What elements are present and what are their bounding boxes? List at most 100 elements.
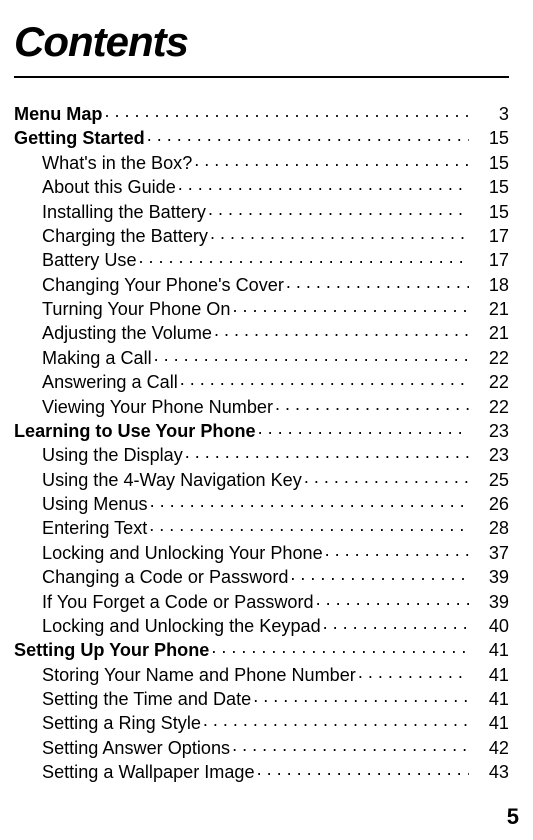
toc-sub-row: Installing the Battery 15 [14,200,509,221]
toc-leader-dots [304,468,469,486]
toc-page-number: 43 [475,763,509,781]
toc-leader-dots [194,151,469,169]
toc-section-row: Menu Map3 [14,102,509,123]
toc-label: Setting Answer Options [42,739,230,757]
toc-label: Getting Started [14,129,145,147]
page: Contents Menu Map3Getting Started15What'… [0,0,533,781]
toc-page-number: 15 [475,178,509,196]
toc-sub-row: Adjusting the Volume 21 [14,321,509,342]
toc-page-number: 41 [475,690,509,708]
toc-page-number: 21 [475,300,509,318]
toc-sub-row: If You Forget a Code or Password 39 [14,590,509,611]
toc-leader-dots [316,590,469,608]
toc-sub-row: Using the 4-Way Navigation Key 25 [14,468,509,489]
toc-page-number: 37 [475,544,509,562]
table-of-contents: Menu Map3Getting Started15What's in the … [14,102,509,781]
toc-page-number: 22 [475,398,509,416]
toc-label: Storing Your Name and Phone Number [42,666,356,684]
toc-label: Battery Use [42,251,137,269]
toc-label: Locking and Unlocking Your Phone [42,544,323,562]
toc-leader-dots [180,370,469,388]
toc-leader-dots [210,224,469,242]
toc-page-number: 40 [475,617,509,635]
toc-leader-dots [149,516,469,534]
toc-leader-dots [290,565,469,583]
toc-leader-dots [203,711,469,729]
toc-sub-row: Locking and Unlocking Your Phone 37 [14,541,509,562]
toc-page-number: 39 [475,568,509,586]
toc-leader-dots [178,175,469,193]
toc-label: Setting a Ring Style [42,714,201,732]
toc-sub-row: Setting a Wallpaper Image 43 [14,760,509,781]
toc-page-number: 23 [475,446,509,464]
toc-sub-row: Making a Call 22 [14,346,509,367]
toc-page-number: 23 [475,422,509,440]
toc-page-number: 22 [475,349,509,367]
toc-sub-row: Using the Display 23 [14,443,509,464]
toc-section-row: Learning to Use Your Phone 23 [14,419,509,440]
toc-page-number: 41 [475,714,509,732]
toc-sub-row: Turning Your Phone On 21 [14,297,509,318]
toc-label: Using Menus [42,495,148,513]
toc-leader-dots [154,346,469,364]
toc-leader-dots [150,492,469,510]
toc-label: Setting a Wallpaper Image [42,763,255,781]
divider [14,76,509,78]
toc-leader-dots [358,663,469,681]
toc-label: Changing Your Phone's Cover [42,276,284,294]
toc-leader-dots [104,102,469,120]
toc-sub-row: Locking and Unlocking the Keypad40 [14,614,509,635]
toc-sub-row: Setting Answer Options 42 [14,736,509,757]
toc-page-number: 41 [475,666,509,684]
toc-label: Making a Call [42,349,152,367]
toc-leader-dots [257,760,469,778]
toc-sub-row: Setting a Ring Style 41 [14,711,509,732]
toc-page-number: 28 [475,519,509,537]
page-title: Contents [14,18,509,66]
toc-label: Using the 4-Way Navigation Key [42,471,302,489]
toc-label: Learning to Use Your Phone [14,422,256,440]
toc-label: Viewing Your Phone Number [42,398,273,416]
toc-leader-dots [286,273,469,291]
toc-label: Adjusting the Volume [42,324,212,342]
toc-leader-dots [258,419,469,437]
toc-page-number: 21 [475,324,509,342]
toc-page-number: 22 [475,373,509,391]
toc-leader-dots [253,687,469,705]
toc-label: Using the Display [42,446,183,464]
toc-page-number: 17 [475,251,509,269]
toc-label: Menu Map [14,105,102,123]
toc-page-number: 39 [475,593,509,611]
toc-sub-row: About this Guide 15 [14,175,509,196]
toc-page-number: 17 [475,227,509,245]
toc-page-number: 15 [475,203,509,221]
toc-label: Setting the Time and Date [42,690,251,708]
toc-sub-row: Using Menus 26 [14,492,509,513]
toc-page-number: 15 [475,129,509,147]
toc-sub-row: Entering Text 28 [14,516,509,537]
toc-label: If You Forget a Code or Password [42,593,314,611]
toc-sub-row: What's in the Box? 15 [14,151,509,172]
toc-page-number: 18 [475,276,509,294]
toc-sub-row: Changing a Code or Password 39 [14,565,509,586]
toc-leader-dots [214,321,469,339]
toc-label: Charging the Battery [42,227,208,245]
toc-label: What's in the Box? [42,154,192,172]
toc-page-number: 25 [475,471,509,489]
toc-leader-dots [323,614,469,632]
toc-page-number: 42 [475,739,509,757]
toc-page-number: 15 [475,154,509,172]
toc-sub-row: Storing Your Name and Phone Number 41 [14,663,509,684]
toc-label: Changing a Code or Password [42,568,288,586]
toc-label: Turning Your Phone On [42,300,230,318]
toc-leader-dots [147,126,469,144]
toc-label: Answering a Call [42,373,178,391]
toc-page-number: 26 [475,495,509,513]
toc-leader-dots [275,395,469,413]
toc-section-row: Setting Up Your Phone41 [14,638,509,659]
toc-leader-dots [232,297,469,315]
toc-label: Entering Text [42,519,147,537]
toc-label: About this Guide [42,178,176,196]
toc-label: Installing the Battery [42,203,206,221]
toc-label: Setting Up Your Phone [14,641,209,659]
